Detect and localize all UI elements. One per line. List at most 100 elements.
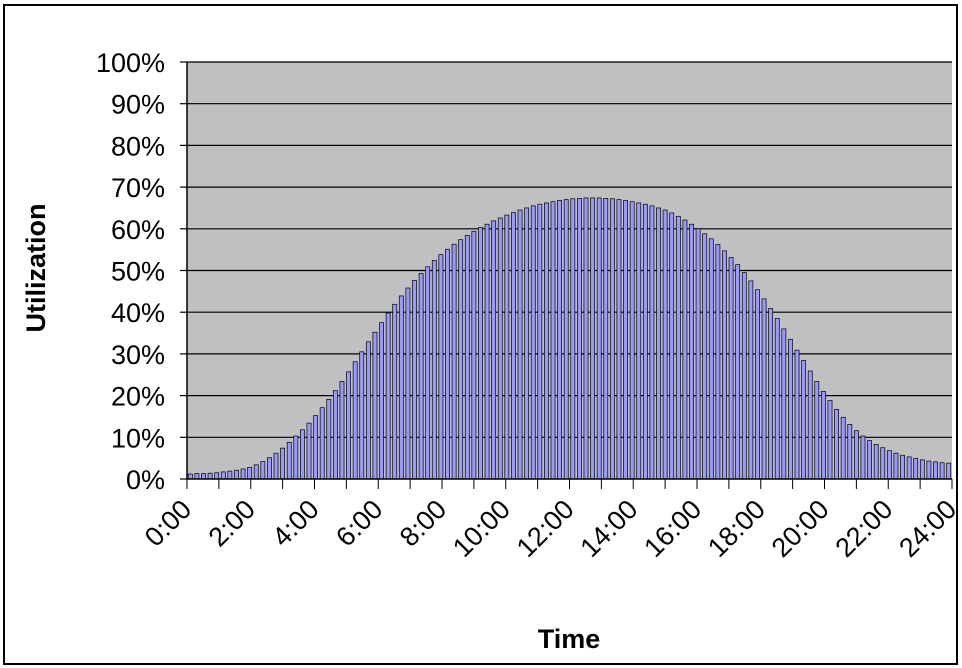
bar [636,202,642,480]
bar [788,338,793,480]
bar [313,415,318,480]
bar [339,381,345,480]
bar [253,464,259,480]
x-tick-label: 22:00 [830,494,899,563]
x-tick-labels: 0:00 2:00 4:00 6:00 8:0010:0012:0014:0016:00… [139,494,962,563]
x-tick-label: 2:00 [203,494,261,552]
bar [557,200,562,480]
bar [728,257,734,480]
x-tick-label: 18:00 [702,494,771,563]
bar [821,391,826,480]
bar [906,456,912,480]
x-tick-label: 12:00 [511,494,580,563]
y-tick-label: 50% [111,257,165,287]
bar [306,422,312,480]
bar [629,201,635,480]
bar [616,199,622,480]
bar [379,322,384,480]
bar [873,444,879,480]
bar [511,212,516,480]
bar [207,472,213,480]
bar [280,447,286,480]
bar [431,260,437,480]
bar [471,230,477,480]
bar [867,440,872,480]
bar [919,459,925,480]
bar [860,435,866,480]
bar [451,243,457,480]
bar [913,458,919,480]
bar [781,328,787,480]
bar [695,228,701,480]
y-tick-label: 40% [111,298,165,328]
bar [609,198,615,480]
axes [186,62,953,489]
bar [365,341,371,480]
bar [926,460,932,480]
bar [847,424,853,480]
bar [445,248,450,480]
bar [352,361,358,480]
bar [603,198,609,480]
bar [530,205,536,480]
x-tick-label: 20:00 [766,494,835,563]
bar [761,298,767,480]
bar [319,407,325,480]
bar [300,429,305,480]
bar [880,447,886,480]
bar [807,370,813,480]
bar [801,360,807,480]
x-tick-label: 6:00 [330,494,388,552]
bar [794,349,800,480]
bar [214,472,220,480]
bar [722,250,727,480]
bar [234,469,239,480]
bar [827,400,833,480]
bar [748,280,754,480]
bar [464,235,470,480]
bar [497,217,503,480]
y-tick-label: 80% [111,131,165,161]
x-axis-title: Time [538,624,601,654]
bar [708,238,714,480]
bar [886,450,892,480]
bar [774,318,780,480]
bar [478,227,483,480]
bar [201,473,206,480]
bar [675,215,681,480]
x-tick-label: 8:00 [394,494,452,552]
bar [286,441,292,480]
bar [405,287,411,480]
bar [939,462,945,480]
y-tick-label: 70% [111,173,165,203]
y-tick-label: 60% [111,215,165,245]
bar [418,273,424,480]
x-tick-label: 10:00 [447,494,516,563]
bar [247,466,253,480]
x-tick-label: 24:00 [893,494,962,563]
bar [398,295,404,480]
bar [656,207,661,480]
bar [392,303,398,480]
bar [438,254,444,480]
bar [735,264,741,480]
bar [359,351,365,480]
y-tick-label: 100% [96,48,165,78]
y-tick-label: 30% [111,340,165,370]
bar [227,470,233,480]
bar [563,199,569,480]
bar [537,203,543,480]
y-tick-label: 90% [111,90,165,120]
bar [741,272,747,480]
bar [834,409,839,480]
bar [583,197,589,480]
bar [504,214,510,480]
y-tick-label: 20% [111,382,165,412]
bar [524,207,530,480]
bar [900,454,905,480]
bar [702,233,708,480]
bar [385,312,391,480]
bar [689,223,694,480]
x-tick-label: 16:00 [638,494,707,563]
